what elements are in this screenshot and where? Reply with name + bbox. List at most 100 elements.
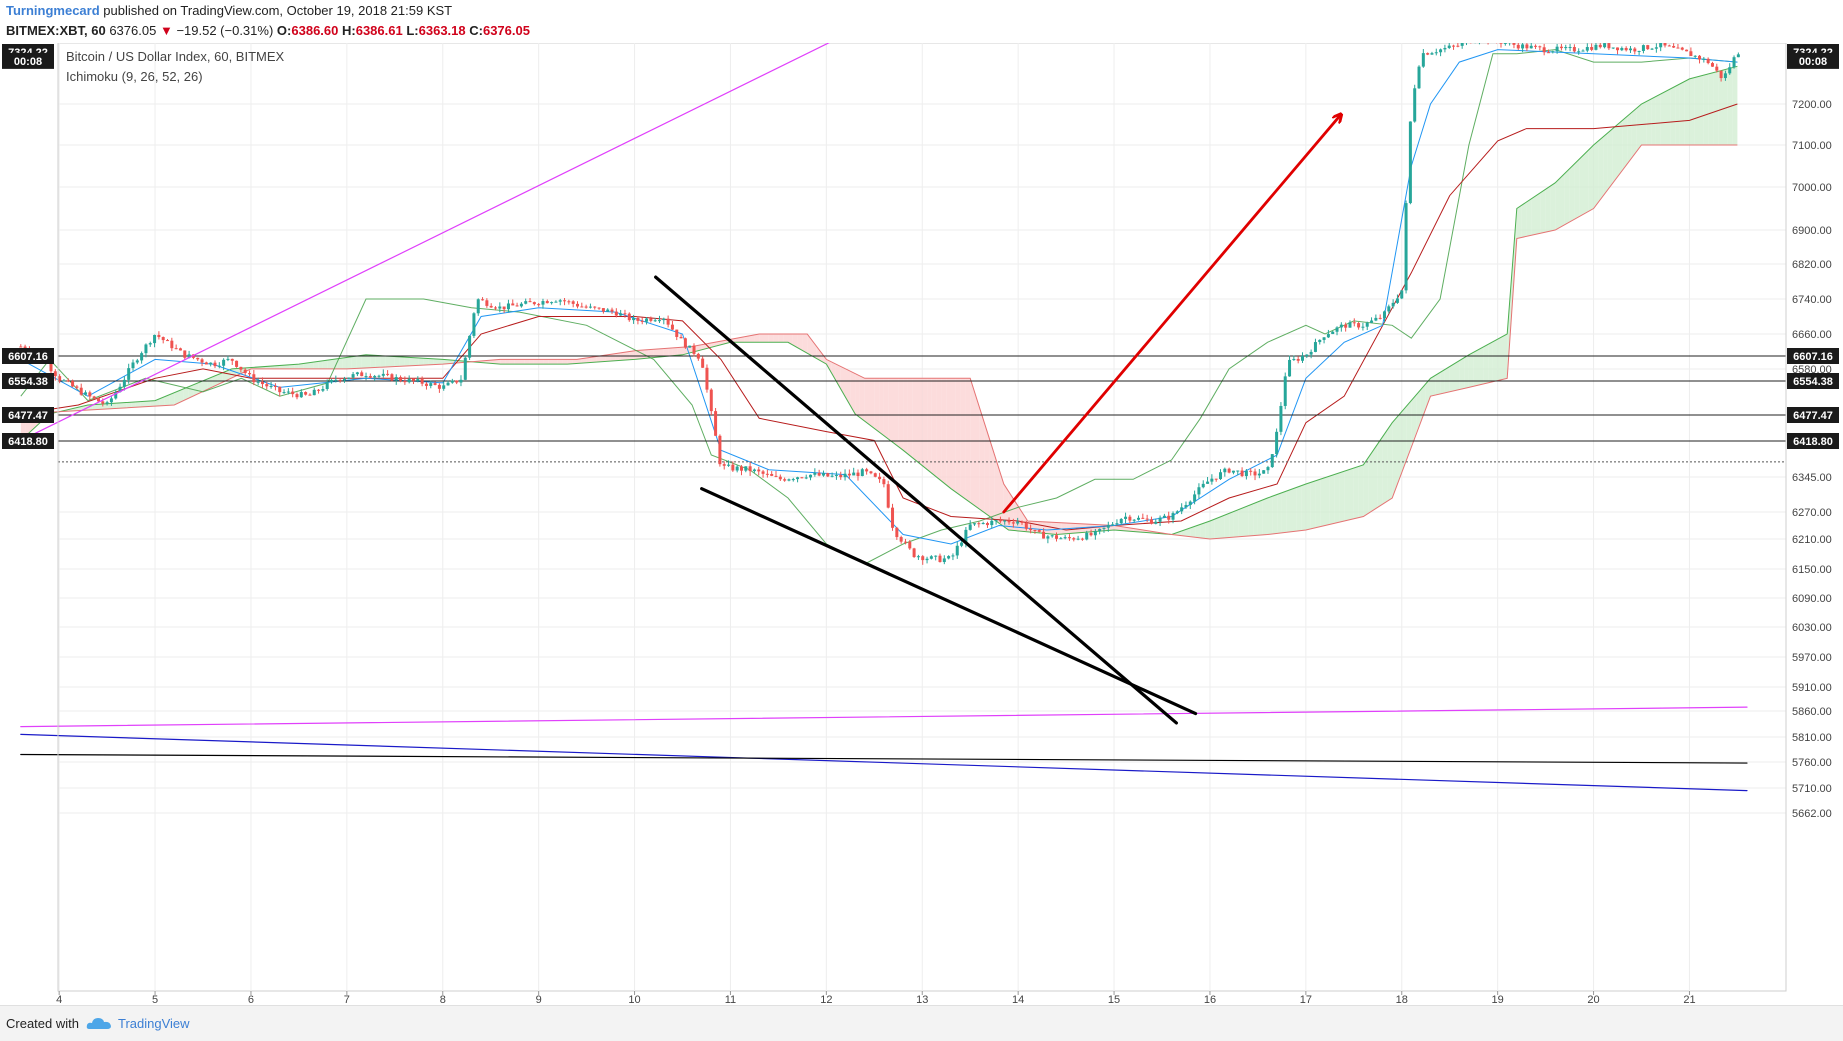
candle-body <box>1517 45 1520 49</box>
candle-body <box>572 301 575 304</box>
cloud-segment-bearish <box>908 378 913 458</box>
candle-body <box>705 368 708 390</box>
footer: Created with TradingView <box>0 1005 1843 1041</box>
candle-body <box>1072 538 1075 539</box>
candle-body <box>1090 533 1093 535</box>
price-change: −19.52 (−0.31%) <box>176 23 273 38</box>
cloud-segment-bullish <box>112 403 117 409</box>
cloud-segment-bullish <box>1431 375 1436 396</box>
candle-body <box>1184 505 1187 507</box>
cloud-segment-bullish <box>1378 436 1383 507</box>
candle-body <box>1504 43 1507 44</box>
cloud-segment-bullish <box>1315 479 1320 527</box>
candle-body <box>718 436 721 464</box>
cloud-segment-bullish <box>122 403 127 409</box>
price-label-text: 6607.16 <box>1793 351 1833 363</box>
cloud-segment-bullish <box>1574 159 1579 219</box>
candle-body <box>848 474 851 476</box>
cloud-segment-bearish <box>922 378 927 469</box>
candle-body <box>904 542 907 543</box>
time-tick-label: 7 <box>344 994 350 1005</box>
candle-body <box>1241 471 1244 477</box>
candle-body <box>1318 340 1321 342</box>
candle-body <box>1236 471 1239 472</box>
time-tick-label: 9 <box>536 994 542 1005</box>
cloud-segment-bullish <box>1613 125 1618 183</box>
candle-body <box>779 477 782 480</box>
price-label-text: 6607.16 <box>8 351 48 363</box>
candle-body <box>149 343 152 344</box>
cloud-segment-bearish <box>553 359 558 364</box>
cloud-segment-bearish <box>956 378 961 495</box>
cloud-segment-bullish <box>1464 355 1469 389</box>
candle-body <box>861 469 864 476</box>
candle-body <box>1038 530 1041 532</box>
cloud-segment-bullish <box>1584 150 1589 214</box>
candle-body <box>1215 479 1218 480</box>
cloud-segment-bearish <box>510 359 515 364</box>
candle-body <box>567 301 570 302</box>
candle-body <box>1172 513 1175 520</box>
published-text: published on TradingView.com, October 19… <box>103 3 452 18</box>
tradingview-link[interactable]: TradingView <box>118 1016 190 1031</box>
candle-body <box>813 473 816 475</box>
cloud-segment-bullish <box>1694 76 1699 145</box>
cloud-segment-bullish <box>1661 91 1666 145</box>
author-link[interactable]: Turningmecard <box>6 3 100 18</box>
candle-body <box>792 479 795 480</box>
candle-body <box>753 470 756 472</box>
price-chart[interactable]: 5662.005710.005760.005810.005860.005910.… <box>0 43 1843 1005</box>
candle-body <box>123 380 126 387</box>
candle-body <box>270 386 273 387</box>
candle-body <box>425 384 428 386</box>
candle-body <box>658 320 661 321</box>
cloud-segment-bearish <box>903 378 908 454</box>
cloud-segment-bearish <box>961 378 966 499</box>
candle-body <box>494 307 497 308</box>
last-price: 6376.05 <box>109 23 156 38</box>
candle-body <box>1655 47 1658 48</box>
cloud-segment-bullish <box>1455 361 1460 391</box>
candle-body <box>1150 519 1153 523</box>
cloud-segment-bullish <box>1330 475 1335 525</box>
candle-body <box>62 380 65 381</box>
candle-body <box>1033 530 1036 531</box>
candle-body <box>1694 56 1697 57</box>
cloud-segment-bullish <box>1196 524 1201 538</box>
candle-body <box>1370 321 1373 323</box>
candle-body <box>1569 47 1572 48</box>
cloud-segment-bullish <box>1651 97 1656 146</box>
candle-body <box>688 346 691 348</box>
candle-body <box>498 307 501 309</box>
price-tick-label: 6210.00 <box>1792 534 1832 546</box>
candle-body <box>632 318 635 320</box>
cloud-segment-bearish <box>889 378 894 442</box>
candle-body <box>1008 521 1011 523</box>
candle-body <box>1020 522 1023 523</box>
candle-body <box>1176 511 1179 513</box>
cloud-segment-bearish <box>778 334 783 342</box>
candle-body <box>317 390 320 391</box>
price-tick-label: 6030.00 <box>1792 622 1832 634</box>
cloud-segment-bullish <box>1488 342 1493 383</box>
candle-body <box>1400 290 1403 298</box>
cloud-segment-bullish <box>1205 521 1210 539</box>
cloud-segment-bearish <box>946 378 951 488</box>
cloud-segment-bullish <box>1200 523 1205 539</box>
candle-body <box>235 361 238 367</box>
cloud-segment-bullish <box>1215 517 1220 538</box>
cloud-segment-bullish <box>1565 169 1570 225</box>
candle-body <box>1530 46 1533 48</box>
candle-body <box>257 382 260 383</box>
cloud-segment-bullish <box>1224 514 1229 538</box>
cloud-segment-bullish <box>1685 79 1690 145</box>
candle-body <box>649 318 652 320</box>
candle-body <box>598 308 601 309</box>
candle-body <box>645 318 648 321</box>
cloud-segment-bullish <box>409 357 414 366</box>
candle-body <box>1577 51 1580 52</box>
price-label-text: 6477.47 <box>1793 410 1833 422</box>
candle-body <box>1279 406 1282 432</box>
candle-body <box>97 398 100 401</box>
